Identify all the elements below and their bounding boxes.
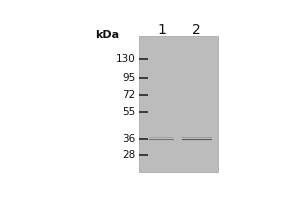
Text: 2: 2	[192, 23, 201, 37]
Text: 1: 1	[158, 23, 166, 37]
Text: 55: 55	[122, 107, 135, 117]
Text: 95: 95	[122, 73, 135, 83]
Text: kDa: kDa	[95, 30, 119, 40]
Text: 28: 28	[122, 150, 135, 160]
Bar	[139, 36, 218, 172]
Text: 130: 130	[116, 54, 135, 64]
Text: 72: 72	[122, 90, 135, 100]
Text: 36: 36	[122, 134, 135, 144]
